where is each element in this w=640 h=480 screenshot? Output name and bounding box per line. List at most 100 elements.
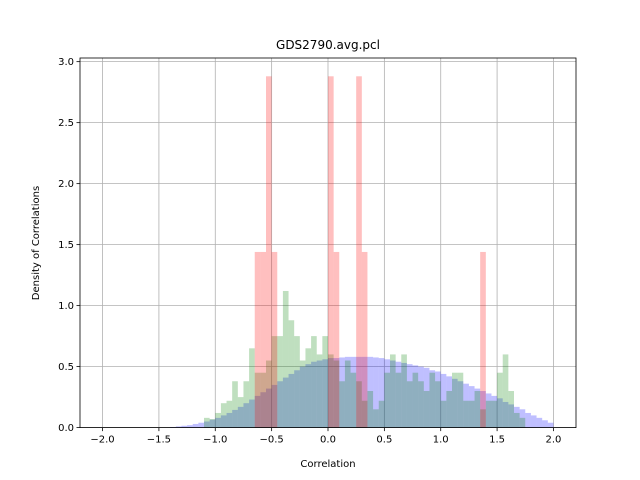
x-tick-label: 0.5	[376, 435, 392, 446]
histogram-bar	[485, 393, 492, 428]
histogram-bar	[344, 360, 351, 428]
histogram-bar	[305, 364, 312, 428]
histogram-bar	[480, 251, 486, 428]
histogram-bar	[299, 366, 306, 428]
histogram-bar	[249, 399, 255, 428]
y-tick-label: 0.5	[58, 362, 74, 373]
x-tick-label: 0.0	[320, 435, 336, 446]
histogram-bar	[519, 417, 526, 428]
y-tick-label: 2.0	[58, 179, 74, 190]
histogram-bar	[356, 356, 362, 428]
histogram-bar	[373, 409, 379, 428]
histogram-bar	[282, 290, 289, 428]
x-axis-label: Correlation	[300, 459, 355, 470]
histogram-bar	[266, 388, 272, 428]
x-tick-label: 1.5	[489, 435, 505, 446]
chart-title: GDS2790.avg.pcl	[276, 38, 380, 52]
histogram-bar	[322, 336, 328, 428]
histogram-bar	[209, 419, 216, 428]
histogram-bar	[226, 412, 233, 428]
histogram-bar	[339, 357, 345, 428]
histogram-bar	[316, 354, 323, 428]
histogram-bar	[254, 251, 261, 428]
histogram-bar	[435, 371, 441, 428]
y-tick-label: 3.0	[58, 57, 74, 68]
histogram-bar	[350, 372, 357, 428]
histogram-bar	[288, 373, 295, 428]
histogram-bar	[260, 372, 266, 428]
histogram-bar	[480, 409, 486, 428]
histogram-bar	[423, 367, 430, 428]
y-axis-label: Density of Correlations	[31, 186, 42, 300]
histogram-bar	[373, 357, 379, 428]
histogram-bar	[204, 421, 210, 428]
histogram-bar	[328, 354, 334, 428]
histogram-bar	[367, 356, 374, 428]
histogram-bar	[468, 386, 475, 428]
histogram-bar	[514, 406, 520, 428]
histogram-bar	[237, 397, 244, 428]
histogram-bar	[502, 354, 509, 428]
histogram-bar	[237, 406, 244, 428]
histogram-bar	[412, 365, 419, 428]
histogram-bar	[333, 358, 340, 428]
histogram-bar	[429, 370, 436, 428]
histogram-bar	[463, 383, 469, 428]
histogram-bar	[384, 359, 390, 428]
histogram-bar	[198, 422, 204, 428]
histogram-bar	[271, 384, 278, 428]
x-tick-label: 1.0	[433, 435, 449, 446]
histogram-bar	[187, 425, 193, 428]
histogram-bar	[260, 251, 266, 428]
histogram-bar	[418, 366, 424, 428]
histogram-bar	[249, 348, 255, 428]
histogram-bar	[243, 381, 250, 428]
histogram-bar	[423, 391, 430, 428]
histogram-bar	[254, 372, 261, 428]
histogram-bar	[204, 417, 210, 428]
histogram-bar	[215, 412, 221, 428]
histogram-bar	[339, 381, 345, 428]
histogram-bar	[480, 391, 486, 428]
histogram-bar	[333, 360, 340, 428]
histogram-bar	[395, 372, 402, 428]
histogram-bar	[271, 251, 278, 428]
histogram-bar	[277, 336, 283, 428]
histogram-bar	[378, 400, 385, 428]
x-tick-label: −0.5	[259, 435, 283, 446]
y-axis-ticks: 0.0 0.5 1.0 1.5 2.0 2.5 3.0	[58, 57, 80, 434]
histogram-bar	[215, 417, 221, 428]
x-tick-label: −2.0	[90, 435, 114, 446]
histogram-bar	[452, 378, 458, 428]
histogram-bar	[299, 360, 306, 428]
histogram-bar	[192, 423, 199, 428]
histogram-bar	[395, 361, 402, 428]
histogram-bar	[457, 372, 464, 428]
histogram-bar	[519, 409, 526, 428]
histogram-bar	[457, 381, 464, 428]
histogram-bar	[418, 381, 424, 428]
histogram-bar	[344, 356, 351, 428]
histogram-bar	[446, 376, 452, 428]
histogram-bar	[452, 372, 458, 428]
histogram-bar	[361, 251, 368, 428]
histogram-bar	[502, 401, 509, 428]
histogram-bar	[220, 415, 227, 428]
histogram-bar	[514, 412, 520, 428]
histogram-bar	[277, 381, 283, 428]
x-tick-label: −1.0	[203, 435, 227, 446]
histogram-bar	[491, 395, 498, 428]
histogram-bar	[322, 359, 328, 428]
y-tick-label: 0.0	[58, 423, 74, 434]
histogram-bar	[266, 360, 272, 428]
histogram-bar	[390, 354, 396, 428]
histogram-bar	[497, 372, 503, 428]
histogram-bar	[260, 392, 266, 428]
histogram-bar	[530, 415, 537, 428]
histogram-bar	[525, 412, 531, 428]
histogram-bar	[294, 336, 300, 428]
histogram-bar	[356, 381, 362, 428]
histogram-bar	[429, 372, 436, 428]
histogram-bar	[474, 391, 481, 428]
